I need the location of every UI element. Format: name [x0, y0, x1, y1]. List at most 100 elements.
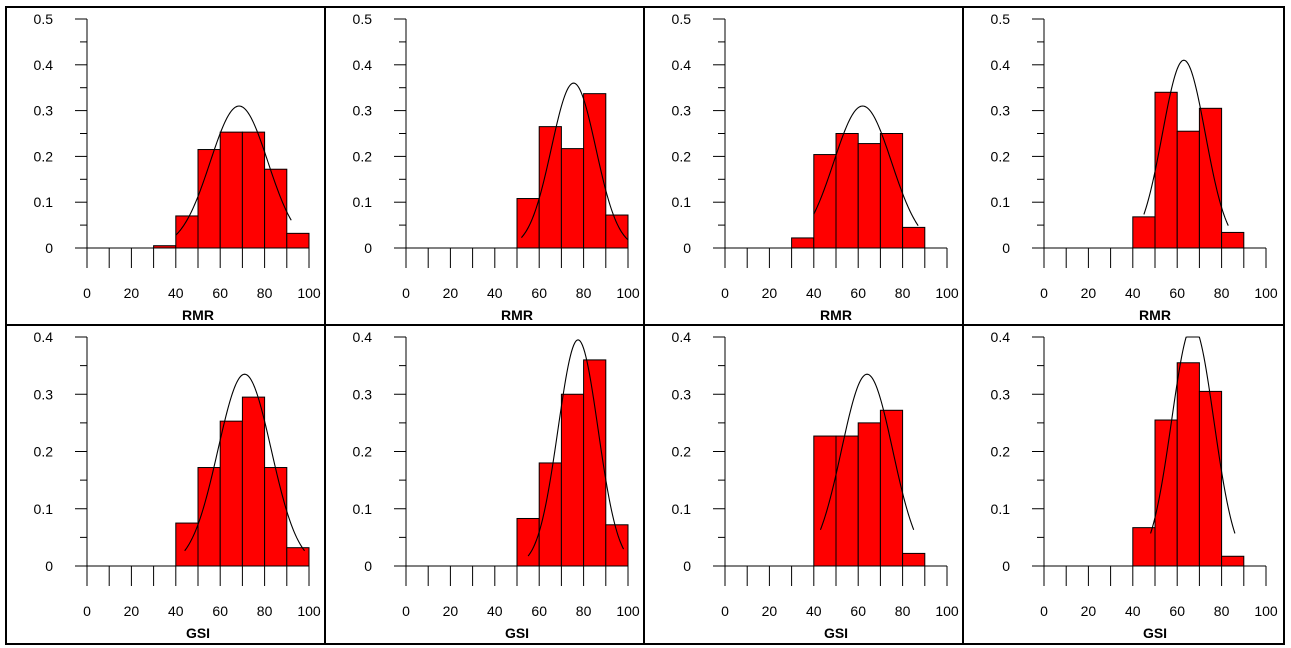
- panel-gsi-1: 0 0.1 0.2 0.3 0.4 0 20 40 60 80 100 GSI: [7, 325, 326, 643]
- histogram-bar: [219, 420, 243, 566]
- x-tick-label: 60: [531, 285, 547, 301]
- y-tick-label: 0: [683, 558, 691, 574]
- x-tick-label: 80: [576, 603, 592, 619]
- x-tick-label: 100: [297, 285, 321, 301]
- panel-rmr-4: 0 0.1 0.2 0.3 0.4 0.5 0 20 40 60 80 100 RMR: [964, 8, 1283, 326]
- histogram-bar: [879, 409, 904, 566]
- y-tick-label: 0.4: [991, 57, 1011, 73]
- y-tick-label: 0.2: [353, 443, 373, 459]
- y-tick-label: 0.1: [353, 194, 373, 210]
- histogram-bar: [560, 393, 585, 566]
- histogram-bar: [241, 131, 266, 249]
- x-tick-label: 20: [1081, 285, 1097, 301]
- normal-fit-curve: [521, 82, 629, 241]
- y-tick-label: 0.3: [34, 103, 54, 119]
- x-tick-label: 20: [443, 603, 459, 619]
- chart-rmr-1: 0 0.1 0.2 0.3 0.4 0.5 0 20 40 60 80 100 RMR: [34, 11, 321, 323]
- y-tick-label: 0.1: [34, 500, 54, 516]
- histogram-bar: [286, 232, 310, 249]
- panel-rmr-2: 0 0.1 0.2 0.3 0.4 0.5 0 20 40 60 80 100 RMR: [326, 8, 645, 326]
- y-tick-label: 0.3: [672, 103, 692, 119]
- normal-fit-curve: [527, 338, 625, 556]
- chart-gsi-1: 0 0.1 0.2 0.3 0.4 0 20 40 60 80 100 GSI: [34, 329, 321, 641]
- x-tick-label: 40: [487, 285, 503, 301]
- normal-fit-curve: [175, 105, 292, 236]
- x-tick-label: 100: [935, 285, 959, 301]
- x-tick-label: 40: [487, 603, 503, 619]
- y-tick-label: 0.4: [34, 57, 54, 73]
- y-tick-label: 0.3: [991, 386, 1011, 402]
- x-tick-label: 60: [212, 285, 228, 301]
- histogram-bar: [583, 93, 607, 249]
- panel-gsi-2: 0 0.1 0.2 0.3 0.4 0 20 40 60 80 100 GSI: [326, 325, 645, 643]
- normal-fit-curve: [184, 373, 305, 551]
- x-axis-label: GSI: [824, 625, 848, 641]
- x-tick-label: 80: [576, 285, 592, 301]
- x-tick-label: 40: [806, 603, 822, 619]
- histogram-grid: 0 0.1 0.2 0.3 0.4 0.5 0 20 40 60 80 100 RMR 0 0.1 0.2 0…: [5, 6, 1285, 645]
- histogram-bar: [857, 143, 881, 249]
- histogram-bar: [1221, 555, 1245, 567]
- y-tick-label: 0: [45, 558, 53, 574]
- y-tick-label: 0.1: [991, 500, 1011, 516]
- normal-fit-curve: [819, 373, 915, 530]
- histogram-bar: [902, 226, 926, 249]
- x-tick-label: 0: [721, 285, 729, 301]
- panel-rmr-1: 0 0.1 0.2 0.3 0.4 0.5 0 20 40 60 80 100 RMR: [7, 8, 326, 326]
- histogram-bar: [902, 552, 926, 566]
- x-tick-label: 100: [1254, 285, 1278, 301]
- x-tick-label: 0: [402, 603, 410, 619]
- histogram-bar: [835, 133, 859, 249]
- histogram-bar: [583, 358, 607, 567]
- chart-gsi-4: 0 0.1 0.2 0.3 0.4 0 20 40 60 80 100 GSI: [991, 329, 1278, 641]
- x-axis-label: GSI: [505, 625, 529, 641]
- histogram-bar: [264, 168, 288, 249]
- x-axis-label: RMR: [501, 307, 533, 323]
- histogram-bar: [219, 131, 243, 249]
- x-tick-label: 20: [443, 285, 459, 301]
- y-tick-label: 0: [364, 240, 372, 256]
- y-tick-label: 0.4: [991, 329, 1011, 345]
- y-tick-label: 0.4: [672, 57, 692, 73]
- x-tick-label: 100: [1254, 603, 1278, 619]
- histogram-bar: [241, 396, 266, 566]
- chart-rmr-4: 0 0.1 0.2 0.3 0.4 0.5 0 20 40 60 80 100 RMR: [991, 11, 1278, 323]
- x-tick-label: 40: [806, 285, 822, 301]
- y-tick-label: 0.5: [34, 11, 54, 27]
- normal-fit-curve: [813, 105, 919, 226]
- histogram-bar: [516, 198, 540, 249]
- y-tick-label: 0.2: [672, 148, 692, 164]
- x-tick-label: 20: [1081, 603, 1097, 619]
- y-tick-label: 0.1: [672, 194, 692, 210]
- histogram-bar: [1132, 216, 1156, 249]
- x-tick-label: 40: [168, 603, 184, 619]
- y-tick-label: 0.2: [353, 148, 373, 164]
- x-tick-label: 0: [402, 285, 410, 301]
- x-tick-label: 0: [83, 285, 91, 301]
- panel-gsi-4: 0 0.1 0.2 0.3 0.4 0 20 40 60 80 100 GSI: [964, 326, 1283, 644]
- x-tick-label: 20: [762, 603, 778, 619]
- y-tick-label: 0.2: [34, 148, 54, 164]
- y-tick-label: 0.3: [353, 103, 373, 119]
- chart-gsi-2: 0 0.1 0.2 0.3 0.4 0 20 40 60 80 100 GSI: [353, 329, 640, 641]
- histogram-bar: [1198, 107, 1223, 249]
- y-tick-label: 0.3: [353, 386, 373, 402]
- panel-gsi-3: 0 0.1 0.2 0.3 0.4 0 20 40 60 80 100 GSI: [645, 325, 964, 643]
- x-axis-label: RMR: [820, 307, 852, 323]
- histogram-bar: [1176, 130, 1200, 249]
- y-tick-label: 0.2: [991, 148, 1011, 164]
- y-tick-label: 0: [364, 558, 372, 574]
- histogram-bar: [1221, 231, 1245, 249]
- y-tick-label: 0.1: [991, 194, 1011, 210]
- normal-fit-curve: [1150, 335, 1236, 534]
- histogram-bar: [791, 237, 815, 249]
- y-tick-label: 0: [1002, 240, 1010, 256]
- x-tick-label: 60: [1169, 285, 1185, 301]
- histogram-bar: [197, 466, 221, 566]
- histogram-bar: [175, 522, 199, 566]
- histogram-bar: [1198, 390, 1223, 566]
- histogram-bar: [264, 466, 288, 566]
- y-tick-label: 0.2: [34, 443, 54, 459]
- x-tick-label: 60: [1169, 603, 1185, 619]
- y-tick-label: 0.3: [991, 103, 1011, 119]
